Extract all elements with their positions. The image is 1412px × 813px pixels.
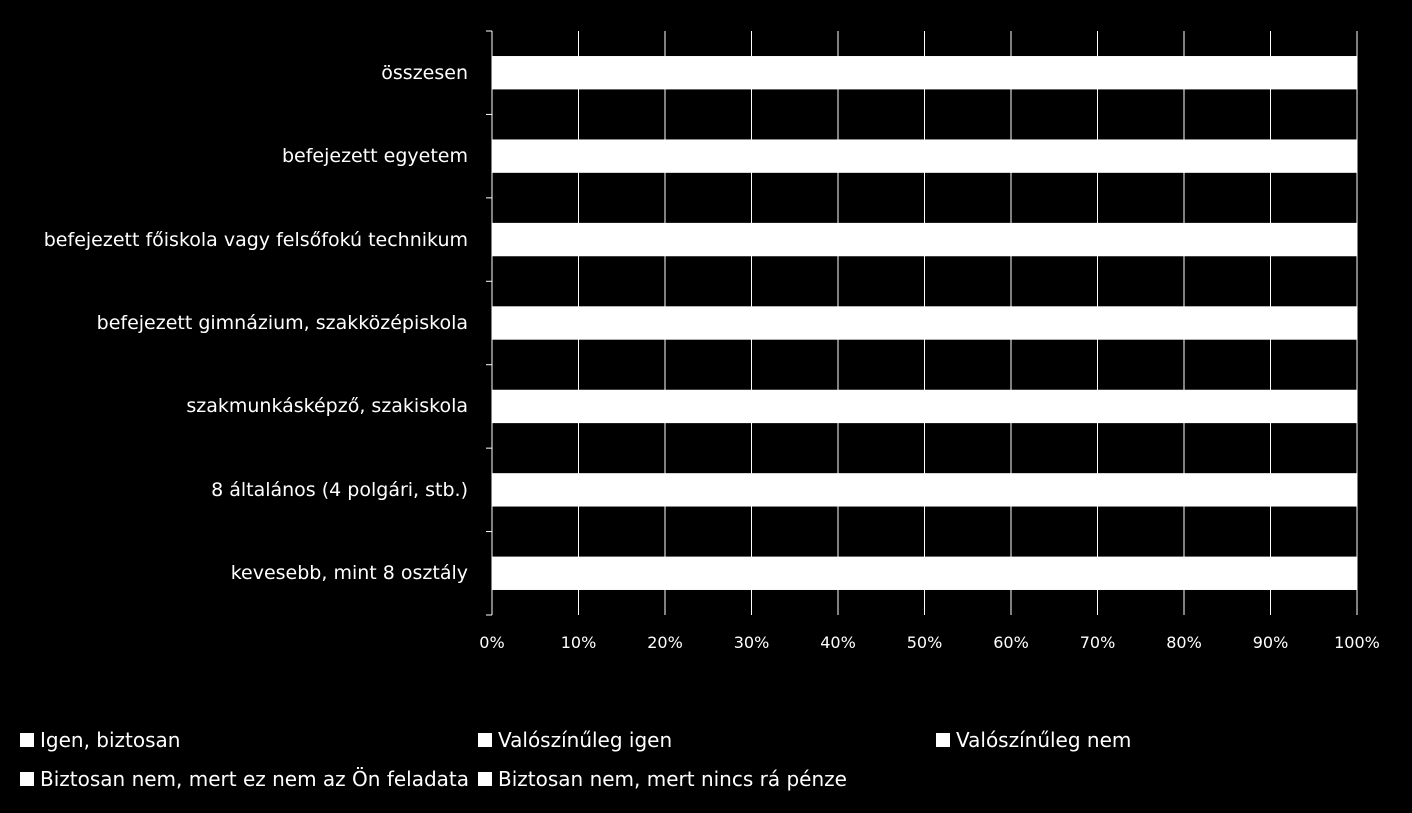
x-tick-label: 40%	[820, 633, 856, 652]
legend-swatch	[936, 733, 950, 747]
legend-swatch	[20, 733, 34, 747]
x-tick-label: 90%	[1252, 633, 1289, 652]
category-label: befejezett gimnázium, szakközépiskola	[96, 312, 468, 334]
x-tick-label: 10%	[560, 633, 597, 652]
x-tick-label: 70%	[1079, 633, 1116, 652]
bar	[492, 222, 1357, 257]
x-tick-label: 80%	[1166, 633, 1202, 652]
legend-label: Biztosan nem, mert nincs rá pénze	[498, 767, 847, 791]
x-tick-label: 100%	[1334, 633, 1380, 652]
bar	[492, 306, 1357, 340]
bar	[492, 139, 1357, 173]
x-tick-label: 60%	[993, 633, 1029, 652]
x-tick-label: 50%	[906, 633, 943, 652]
legend-swatch	[20, 772, 34, 786]
category-label: szakmunkásképző, szakiskola	[186, 395, 468, 418]
legend-label: Igen, biztosan	[40, 728, 181, 752]
legend-label: Biztosan nem, mert ez nem az Ön feladata	[40, 767, 470, 791]
x-tick-label: 30%	[733, 633, 770, 652]
category-label: kevesebb, mint 8 osztály	[230, 562, 468, 585]
legend-item: Biztosan nem, mert ez nem az Ön feladata	[20, 767, 469, 791]
legend-swatch	[478, 772, 492, 786]
bar	[492, 473, 1357, 507]
legend-item: Valószínűleg nem	[936, 728, 1131, 752]
x-tick-label: 0%	[479, 633, 505, 652]
category-label: összesen	[381, 61, 468, 84]
legend-item: Valószínűleg igen	[478, 728, 672, 752]
bar	[492, 56, 1357, 90]
legend-item: Igen, biztosan	[20, 728, 180, 752]
legend-swatch	[478, 733, 492, 747]
legend-item: Biztosan nem, mert nincs rá pénze	[478, 767, 847, 791]
legend-label: Valószínűleg nem	[956, 728, 1132, 752]
x-tick-label: 20%	[647, 633, 683, 652]
category-label: 8 általános (4 polgári, stb.)	[211, 478, 468, 501]
legend-label: Valószínűleg igen	[498, 728, 673, 752]
category-label: befejezett főiskola vagy felsőfokú techn…	[43, 228, 468, 251]
bar	[492, 389, 1357, 424]
bar	[492, 556, 1357, 590]
category-label: befejezett egyetem	[281, 145, 468, 168]
